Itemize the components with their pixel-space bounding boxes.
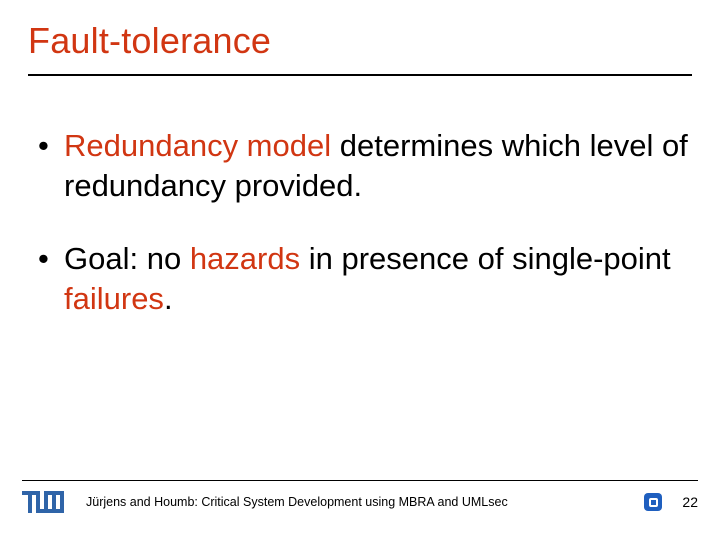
footer-rule: [22, 480, 698, 481]
bullet-highlight: Redundancy model: [64, 128, 331, 163]
bullet-highlight: failures: [64, 281, 164, 316]
page-number: 22: [676, 494, 698, 510]
footer-row: Jürjens and Houmb: Critical System Devel…: [22, 491, 698, 513]
bullet-text: .: [164, 281, 173, 316]
slide: Fault-tolerance Redundancy model determi…: [0, 0, 720, 540]
square-badge-icon: [644, 493, 662, 511]
footer-text: Jürjens and Houmb: Critical System Devel…: [78, 495, 630, 509]
tum-logo-svg: [22, 491, 64, 513]
bullet-item: Goal: no hazards in presence of single-p…: [34, 239, 692, 318]
square-badge-inner: [649, 498, 658, 507]
bullet-text: Goal: no: [64, 241, 190, 276]
title-rule: [28, 74, 692, 76]
bullet-highlight: hazards: [190, 241, 300, 276]
bullet-list: Redundancy model determines which level …: [28, 126, 692, 319]
bullet-item: Redundancy model determines which level …: [34, 126, 692, 205]
tum-logo: [22, 491, 64, 513]
slide-title: Fault-tolerance: [28, 20, 692, 62]
bullet-text: in presence of single-point: [300, 241, 671, 276]
slide-footer: Jürjens and Houmb: Critical System Devel…: [0, 480, 720, 526]
